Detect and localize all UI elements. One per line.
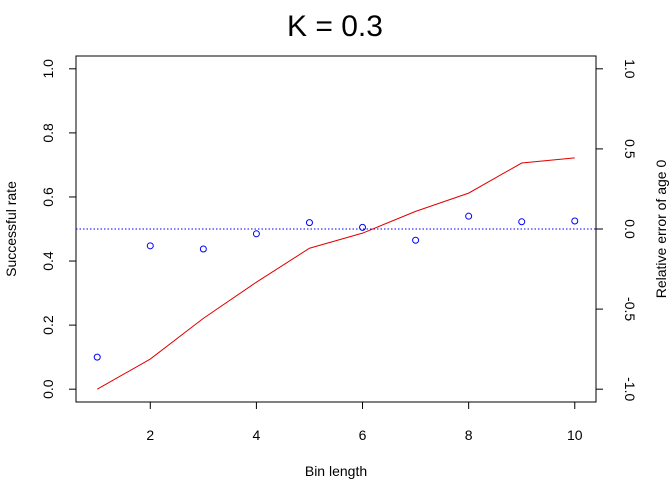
- x-tick-label: 4: [253, 427, 261, 443]
- y-axis-left-label: Successful rate: [3, 181, 19, 277]
- data-point: [571, 217, 579, 225]
- y-axis-left: 0.0 0.2 0.4 0.6 0.8 1.0: [40, 59, 76, 399]
- y-right-tick-label: 0.5: [622, 139, 638, 159]
- x-tick-label: 10: [567, 427, 583, 443]
- data-point: [412, 236, 420, 244]
- data-point: [93, 353, 101, 361]
- y-left-tick-label: 0.4: [40, 251, 56, 271]
- y-left-tick-label: 0.8: [40, 123, 56, 143]
- series-line: [96, 157, 575, 390]
- data-point: [252, 230, 260, 238]
- x-axis: 2 4 6 8 10: [146, 402, 583, 443]
- x-tick-label: 2: [146, 427, 154, 443]
- data-point: [359, 223, 367, 231]
- y-left-tick-label: 0.2: [40, 315, 56, 335]
- x-axis-label: Bin length: [305, 463, 367, 479]
- y-left-tick-label: 0.6: [40, 187, 56, 207]
- y-right-tick-label: 0.0: [622, 219, 638, 239]
- data-point: [465, 212, 473, 220]
- y-right-tick-label: 1.0: [622, 59, 638, 79]
- y-axis-right: -1.0 -0.5 0.0 0.5 1.0: [596, 59, 638, 401]
- data-point: [518, 218, 526, 226]
- data-point: [199, 245, 207, 253]
- y-left-tick-label: 0.0: [40, 379, 56, 399]
- y-left-tick-label: 1.0: [40, 59, 56, 79]
- data-point: [305, 219, 313, 227]
- x-tick-label: 8: [465, 427, 473, 443]
- y-axis-right-label: Relative error of age 0: [653, 160, 669, 299]
- series-layer: [93, 157, 579, 390]
- chart-title: K = 0.3: [287, 10, 383, 43]
- data-point: [146, 242, 154, 250]
- x-tick-label: 6: [359, 427, 367, 443]
- y-right-tick-label: -0.5: [622, 297, 638, 321]
- y-right-tick-label: -1.0: [622, 377, 638, 401]
